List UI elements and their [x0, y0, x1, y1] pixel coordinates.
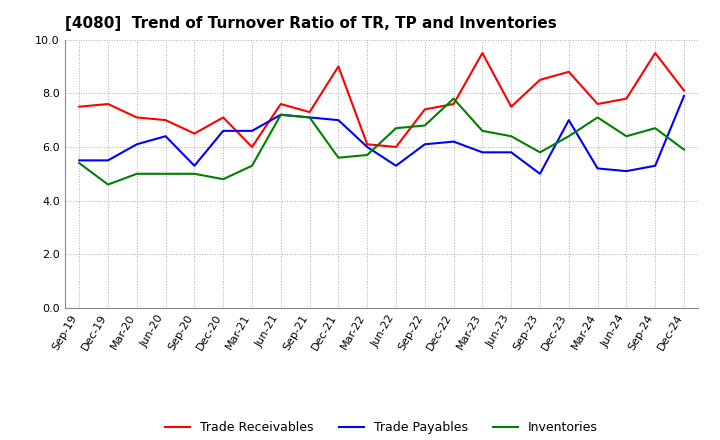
Inventories [334, 155, 343, 160]
Inventories [392, 125, 400, 131]
Trade Receivables [104, 101, 112, 106]
Trade Receivables [392, 144, 400, 150]
Trade Payables [161, 134, 170, 139]
Trade Payables [75, 158, 84, 163]
Trade Payables [449, 139, 458, 144]
Inventories [593, 115, 602, 120]
Trade Payables [622, 169, 631, 174]
Trade Receivables [564, 69, 573, 74]
Inventories [104, 182, 112, 187]
Inventories [680, 147, 688, 152]
Trade Receivables [248, 144, 256, 150]
Legend: Trade Receivables, Trade Payables, Inventories: Trade Receivables, Trade Payables, Inven… [161, 416, 603, 439]
Trade Payables [392, 163, 400, 169]
Trade Payables [305, 115, 314, 120]
Line: Trade Payables: Trade Payables [79, 96, 684, 174]
Inventories [75, 161, 84, 166]
Trade Payables [593, 166, 602, 171]
Inventories [132, 171, 141, 176]
Trade Payables [363, 144, 372, 150]
Trade Payables [507, 150, 516, 155]
Text: [4080]  Trend of Turnover Ratio of TR, TP and Inventories: [4080] Trend of Turnover Ratio of TR, TP… [65, 16, 557, 32]
Inventories [478, 128, 487, 133]
Trade Receivables [305, 110, 314, 115]
Trade Payables [564, 117, 573, 123]
Inventories [276, 112, 285, 117]
Inventories [507, 134, 516, 139]
Inventories [190, 171, 199, 176]
Trade Receivables [536, 77, 544, 82]
Trade Receivables [190, 131, 199, 136]
Inventories [248, 163, 256, 169]
Trade Payables [104, 158, 112, 163]
Inventories [536, 150, 544, 155]
Trade Receivables [680, 88, 688, 93]
Trade Payables [190, 163, 199, 169]
Line: Inventories: Inventories [79, 99, 684, 184]
Trade Payables [219, 128, 228, 133]
Trade Receivables [449, 101, 458, 106]
Trade Payables [680, 93, 688, 99]
Trade Receivables [75, 104, 84, 109]
Inventories [449, 96, 458, 101]
Inventories [363, 152, 372, 158]
Trade Receivables [276, 101, 285, 106]
Trade Payables [132, 142, 141, 147]
Trade Payables [276, 112, 285, 117]
Trade Receivables [593, 101, 602, 106]
Line: Trade Receivables: Trade Receivables [79, 53, 684, 147]
Trade Payables [536, 171, 544, 176]
Trade Receivables [334, 64, 343, 69]
Trade Receivables [651, 50, 660, 55]
Trade Receivables [132, 115, 141, 120]
Trade Receivables [161, 117, 170, 123]
Trade Receivables [622, 96, 631, 101]
Trade Receivables [478, 50, 487, 55]
Inventories [219, 176, 228, 182]
Trade Payables [334, 117, 343, 123]
Trade Payables [478, 150, 487, 155]
Inventories [161, 171, 170, 176]
Inventories [622, 134, 631, 139]
Trade Payables [651, 163, 660, 169]
Trade Payables [248, 128, 256, 133]
Inventories [305, 115, 314, 120]
Inventories [420, 123, 429, 128]
Trade Receivables [363, 142, 372, 147]
Trade Receivables [507, 104, 516, 109]
Inventories [564, 134, 573, 139]
Trade Receivables [420, 107, 429, 112]
Trade Receivables [219, 115, 228, 120]
Trade Payables [420, 142, 429, 147]
Inventories [651, 125, 660, 131]
